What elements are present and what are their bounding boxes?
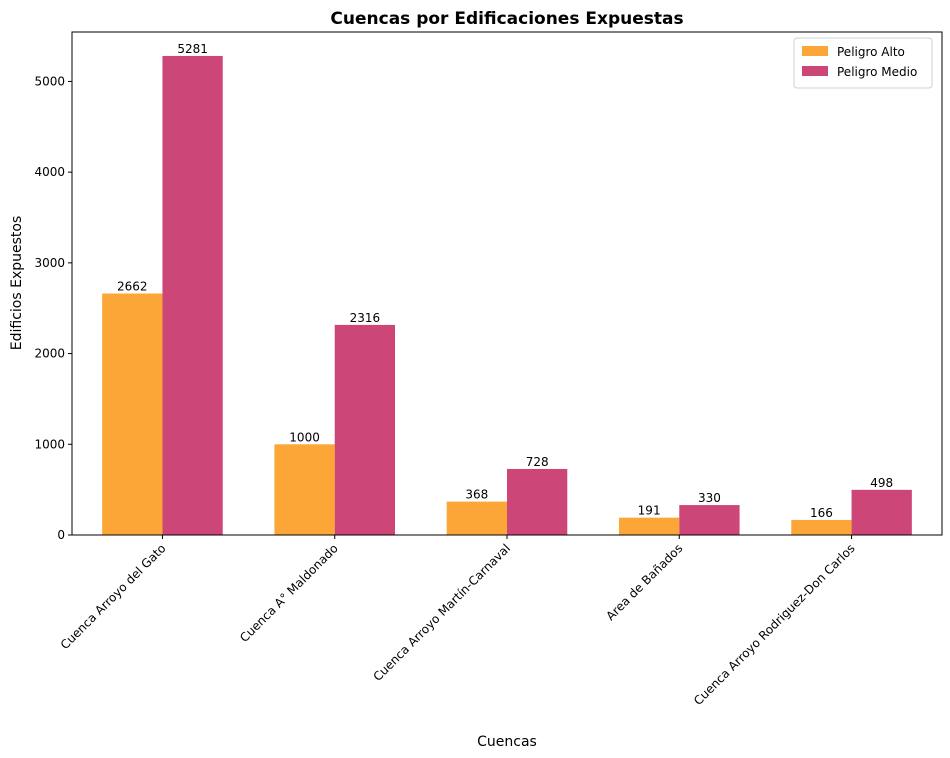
x-tick-label: Cuenca Arroyo Rodriguez-Don Carlos [691, 541, 858, 708]
legend-swatch [802, 66, 828, 76]
y-tick-label: 3000 [34, 256, 65, 270]
bar-peligro-medio-1 [334, 324, 396, 535]
data-labels-layer: 2662 1000 368 191 166 5281 2316 728 330 498 [117, 42, 893, 520]
legend-label: Peligro Alto [837, 45, 905, 59]
x-tick-label: Cuenca Arroyo Martín-Carnaval [370, 541, 513, 684]
y-tick-label: 1000 [34, 437, 65, 451]
bar-peligro-alto-0 [102, 293, 163, 535]
x-axis: Cuenca Arroyo del Gato Cuenca A° Maldonad… [58, 535, 858, 708]
y-axis: 0 1000 2000 3000 4000 5000 [34, 74, 72, 542]
legend-box [793, 37, 933, 89]
data-label: 368 [465, 488, 488, 502]
data-label: 191 [638, 504, 661, 518]
bars-layer [102, 55, 912, 536]
data-label: 728 [526, 455, 549, 469]
bar-peligro-alto-1 [274, 444, 335, 535]
chart-title: Cuencas por Edificaciones Expuestas [330, 9, 683, 29]
data-label: 5281 [177, 42, 208, 56]
y-tick-label: 0 [57, 528, 65, 542]
bar-peligro-medio-3 [679, 505, 740, 535]
bar-peligro-medio-0 [162, 55, 223, 536]
bar-peligro-alto-4 [791, 519, 852, 535]
bar-peligro-alto-3 [618, 517, 680, 535]
x-tick-label: Area de Bañados [603, 541, 685, 623]
legend-swatch [802, 46, 828, 56]
data-label: 2662 [117, 280, 148, 294]
x-tick-label: Cuenca A° Maldonado [237, 541, 341, 645]
x-axis-label: Cuencas [477, 734, 537, 750]
data-label: 166 [810, 506, 833, 520]
y-axis-label: Edificios Expuestos [9, 216, 25, 350]
y-tick-label: 4000 [34, 165, 65, 179]
x-tick-label: Cuenca Arroyo del Gato [58, 541, 169, 652]
y-tick-label: 2000 [34, 347, 65, 361]
bar-peligro-alto-2 [446, 501, 507, 535]
bar-peligro-medio-4 [851, 489, 912, 535]
data-label: 498 [870, 476, 893, 490]
legend-label: Peligro Medio [837, 65, 917, 79]
data-label: 330 [698, 491, 721, 505]
y-tick-label: 5000 [34, 74, 65, 88]
bar-peligro-medio-2 [507, 468, 568, 535]
data-label: 1000 [289, 430, 320, 444]
legend: Peligro Alto Peligro Medio [793, 37, 933, 89]
data-label: 2316 [350, 311, 381, 325]
